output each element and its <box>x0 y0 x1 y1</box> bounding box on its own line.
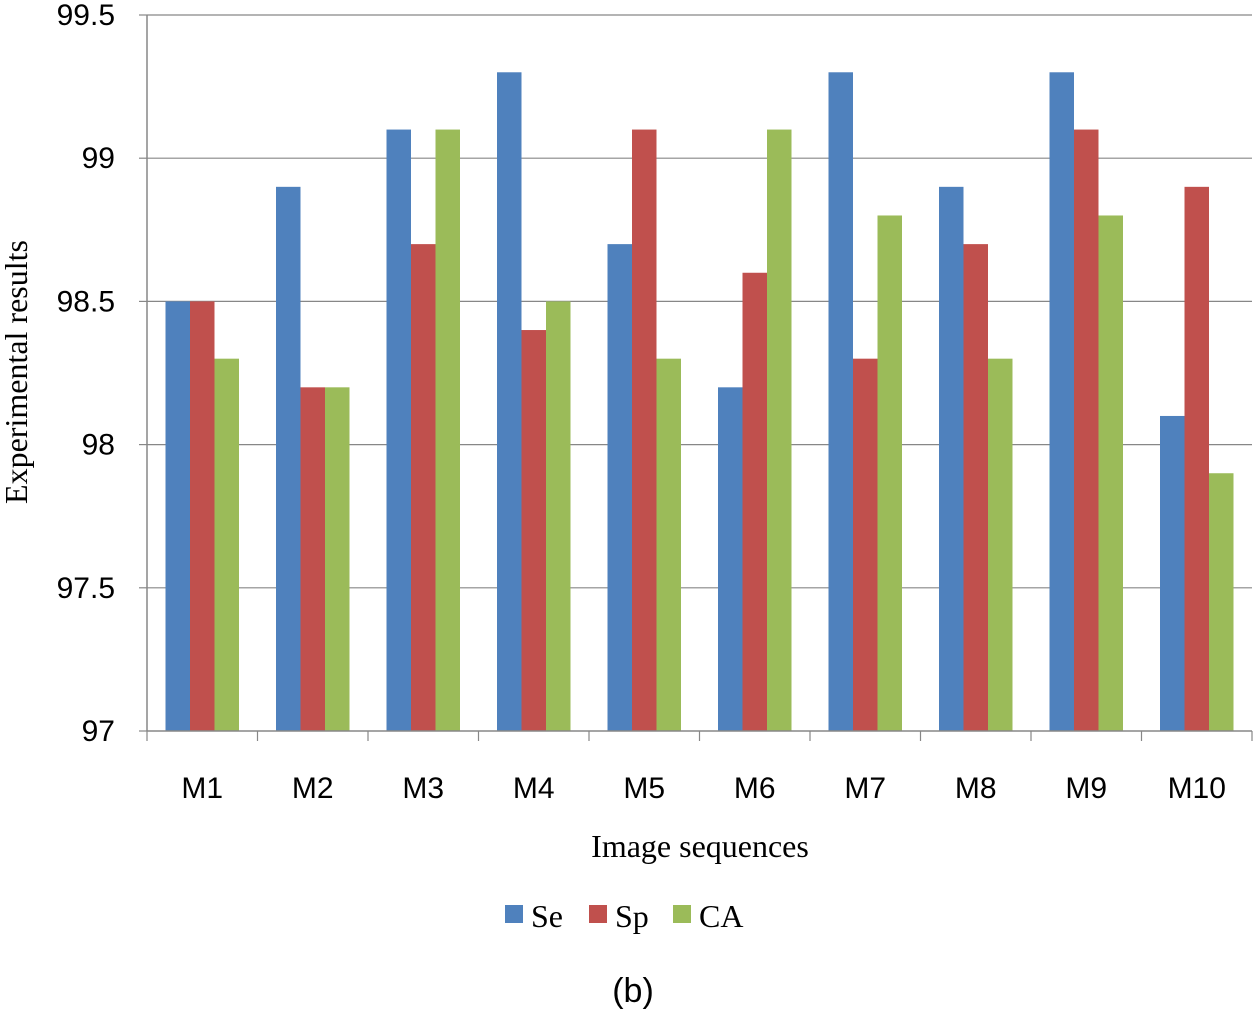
legend-swatch-se <box>505 905 523 923</box>
bars <box>165 72 1234 732</box>
legend-swatch-ca <box>673 905 691 923</box>
bar-sp-m10 <box>1184 186 1209 732</box>
legend-label-sp: Sp <box>615 898 649 934</box>
y-tick-label: 99 <box>82 142 115 175</box>
bar-se-m7 <box>828 72 853 731</box>
x-tick-label: M8 <box>955 772 997 805</box>
legend-label-se: Se <box>531 898 563 934</box>
bar-ca-m4 <box>546 301 571 731</box>
bar-se-m3 <box>386 129 411 731</box>
y-tick-label: 98.5 <box>57 285 115 318</box>
y-tick-label: 97 <box>82 715 115 748</box>
bar-se-m6 <box>718 387 743 731</box>
legend-swatch-sp <box>589 905 607 923</box>
x-tick-label: M7 <box>844 772 886 805</box>
figure-caption: (b) <box>612 972 654 1010</box>
bar-sp-m8 <box>963 244 988 731</box>
axes <box>139 14 1253 741</box>
bar-sp-m6 <box>742 272 767 731</box>
y-tick-label: 98 <box>82 429 115 462</box>
x-tick-label: M2 <box>292 772 334 805</box>
legend-label-ca: CA <box>699 898 743 934</box>
bar-sp-m1 <box>190 301 215 731</box>
x-tick-labels: M1 M2 M3 M4 M5 M6 M7 M8 M9 M10 <box>181 772 1226 805</box>
y-axis-title: Experimental results <box>0 240 34 504</box>
bar-ca-m2 <box>325 387 350 731</box>
bar-sp-m5 <box>632 129 657 731</box>
bar-ca-m10 <box>1209 473 1234 731</box>
bar-se-m2 <box>276 186 301 732</box>
bar-se-m9 <box>1049 72 1074 731</box>
x-tick-label: M1 <box>181 772 223 805</box>
bar-sp-m3 <box>411 244 436 731</box>
bar-sp-m7 <box>853 358 878 731</box>
y-tick-label: 99.5 <box>57 0 115 32</box>
x-tick-label: M10 <box>1168 772 1226 805</box>
bar-se-m10 <box>1160 415 1185 731</box>
bar-ca-m3 <box>435 129 460 731</box>
bar-se-m8 <box>939 186 964 732</box>
x-axis-title: Image sequences <box>591 828 809 864</box>
bar-se-m4 <box>497 72 522 731</box>
x-tick-label: M3 <box>402 772 444 805</box>
bar-sp-m4 <box>521 330 546 731</box>
bar-ca-m8 <box>988 358 1013 731</box>
bar-ca-m1 <box>214 358 239 731</box>
x-tick-label: M4 <box>513 772 555 805</box>
x-tick-label: M9 <box>1065 772 1107 805</box>
bar-sp-m9 <box>1074 129 1099 731</box>
x-tick-label: M6 <box>734 772 776 805</box>
bar-se-m1 <box>165 301 190 731</box>
bar-ca-m7 <box>877 215 902 732</box>
legend: Se Sp CA <box>505 898 743 934</box>
bar-ca-m6 <box>767 129 792 731</box>
bar-se-m5 <box>607 244 632 731</box>
x-tick-label: M5 <box>623 772 665 805</box>
y-tick-label: 97.5 <box>57 572 115 605</box>
y-tick-labels: 97 97.5 98 98.5 99 99.5 <box>57 0 115 748</box>
bar-sp-m2 <box>300 387 325 731</box>
bar-ca-m9 <box>1098 215 1123 732</box>
bar-ca-m5 <box>656 358 681 731</box>
